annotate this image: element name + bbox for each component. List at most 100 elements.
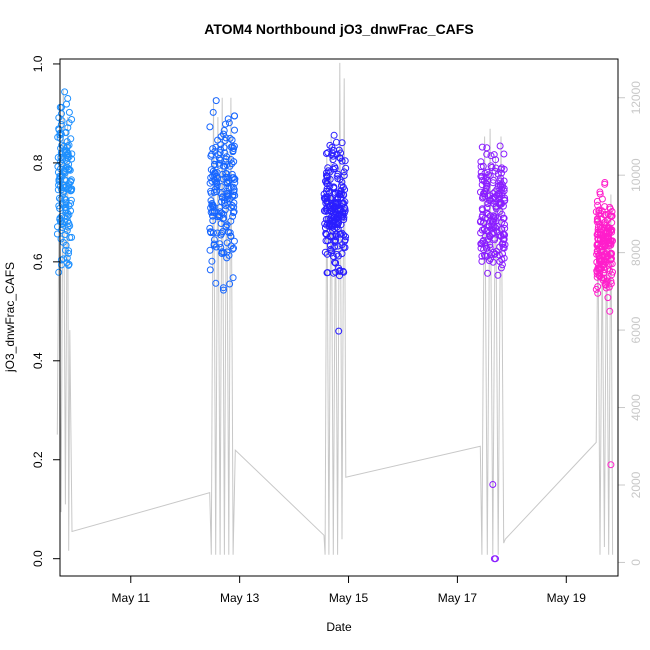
data-point <box>496 243 504 251</box>
data-point <box>207 152 215 160</box>
data-point <box>224 115 232 123</box>
data-point <box>229 245 237 253</box>
data-point <box>498 210 506 218</box>
x-tick-label-3: May 17 <box>438 591 478 605</box>
outlier-point-4 <box>606 307 614 315</box>
data-point <box>67 177 74 185</box>
data-point <box>492 205 500 213</box>
data-point <box>594 289 602 297</box>
data-point <box>483 150 491 158</box>
y-axis-label: jO3_dnwFrac_CAFS <box>3 262 17 373</box>
y-tick-label-5: 1.0 <box>31 55 45 72</box>
data-point <box>479 162 487 170</box>
data-point <box>58 141 66 149</box>
data-point <box>608 208 616 215</box>
data-point <box>593 216 601 224</box>
data-point <box>206 246 214 254</box>
data-point <box>223 170 231 178</box>
data-point <box>334 170 342 178</box>
data-point <box>501 197 509 205</box>
outlier-point-0 <box>335 327 343 335</box>
data-point <box>327 222 335 230</box>
y-tick-label-1: 0.2 <box>31 451 45 468</box>
data-point <box>62 128 70 136</box>
data-point <box>484 227 492 234</box>
data-point <box>332 138 340 146</box>
data-point <box>485 171 493 179</box>
data-point <box>491 236 499 244</box>
data-point <box>607 226 615 234</box>
data-point <box>68 155 76 163</box>
data-point <box>206 266 214 274</box>
data-point <box>64 124 72 132</box>
data-point <box>324 149 332 157</box>
data-point <box>593 197 601 205</box>
data-point <box>64 95 72 102</box>
data-point <box>498 256 506 263</box>
x-axis-label: Date <box>326 620 352 634</box>
data-point <box>331 164 339 172</box>
data-point <box>500 244 508 252</box>
data-point <box>220 162 227 170</box>
data-point <box>338 229 346 237</box>
flight-points-1 <box>206 97 239 294</box>
data-point <box>66 166 74 174</box>
data-point <box>334 252 342 260</box>
data-point <box>342 164 350 172</box>
data-point <box>65 119 73 127</box>
data-point <box>217 231 225 239</box>
data-point <box>488 164 496 171</box>
data-point <box>225 228 232 236</box>
data-point <box>336 154 344 162</box>
data-point <box>221 206 229 214</box>
data-point <box>341 236 349 244</box>
data-point <box>494 271 502 279</box>
data-point <box>60 181 68 189</box>
altitude-line <box>56 62 614 555</box>
y2-tick-label-5: 10000 <box>629 158 643 192</box>
data-point <box>331 203 339 211</box>
data-point <box>231 112 238 120</box>
outlier-point-3 <box>492 555 499 563</box>
data-point <box>55 194 63 202</box>
data-point <box>324 269 332 277</box>
data-point <box>494 214 501 222</box>
y2-tick-label-6: 12000 <box>629 81 643 115</box>
data-point <box>339 210 347 218</box>
data-point <box>339 183 347 191</box>
data-point <box>209 212 217 220</box>
data-point <box>228 136 236 144</box>
data-point <box>482 185 490 193</box>
data-point <box>480 225 488 233</box>
data-point <box>477 168 485 176</box>
data-point <box>601 241 609 248</box>
data-point <box>479 211 487 219</box>
data-point <box>207 189 215 197</box>
data-point <box>336 267 344 275</box>
data-point <box>209 172 217 180</box>
data-point <box>67 176 75 184</box>
data-point <box>598 223 606 231</box>
data-point <box>491 250 499 258</box>
data-point <box>323 250 331 258</box>
data-point <box>230 188 238 196</box>
data-point <box>323 169 330 177</box>
data-point <box>484 200 492 208</box>
data-point <box>224 180 232 188</box>
data-point <box>229 183 237 191</box>
data-point <box>340 172 348 179</box>
data-point <box>501 194 509 202</box>
data-point <box>57 195 65 203</box>
data-point <box>481 233 489 240</box>
data-point <box>217 133 225 141</box>
data-point <box>601 218 609 226</box>
data-point <box>594 231 602 239</box>
data-point <box>492 156 500 164</box>
data-point <box>221 137 229 144</box>
data-point <box>481 192 489 200</box>
data-point <box>477 240 485 248</box>
data-point <box>338 250 346 258</box>
data-point <box>498 169 505 177</box>
data-point <box>231 175 239 183</box>
x-tick-label-2: May 15 <box>329 591 369 605</box>
